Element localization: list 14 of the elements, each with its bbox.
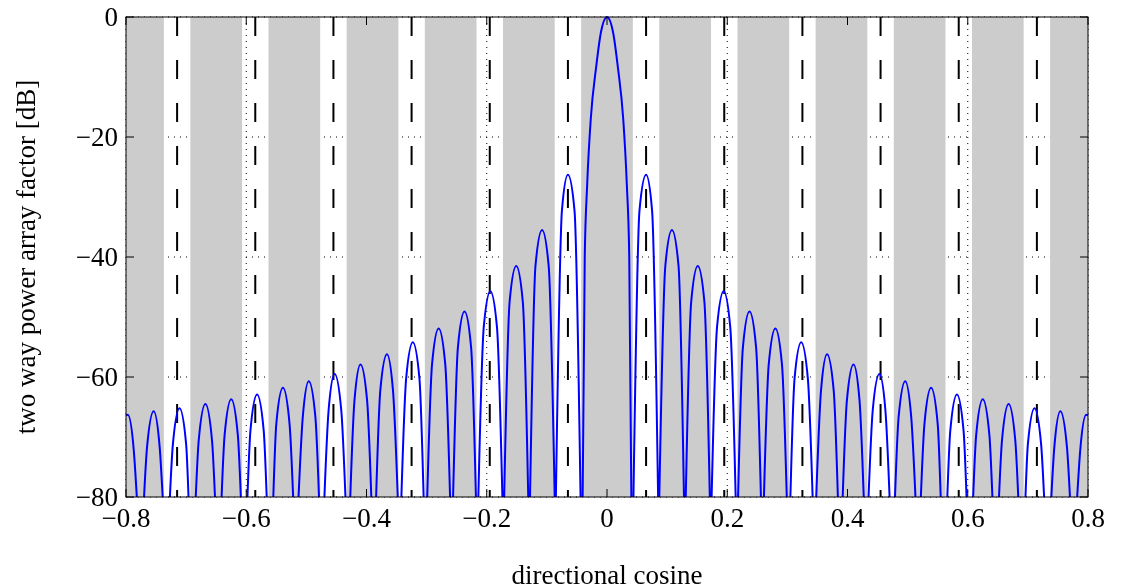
- x-tick-label: −0.2: [462, 503, 512, 533]
- y-tick-label: −20: [75, 122, 118, 152]
- y-axis-title: two way power array factor [dB]: [11, 79, 41, 435]
- x-tick-label: 0.6: [950, 503, 985, 533]
- x-tick-label: 0.2: [710, 503, 745, 533]
- x-tick-label: −0.6: [221, 503, 271, 533]
- x-axis-title: directional cosine: [511, 560, 703, 588]
- x-tick-label: −0.4: [342, 503, 392, 533]
- x-tick-label: 0.4: [830, 503, 865, 533]
- y-tick-label: −40: [75, 242, 118, 272]
- x-tick-label: 0: [600, 503, 614, 533]
- y-tick-label: 0: [104, 2, 118, 32]
- y-tick-label: −60: [75, 362, 118, 392]
- x-tick-label: 0.8: [1071, 503, 1105, 533]
